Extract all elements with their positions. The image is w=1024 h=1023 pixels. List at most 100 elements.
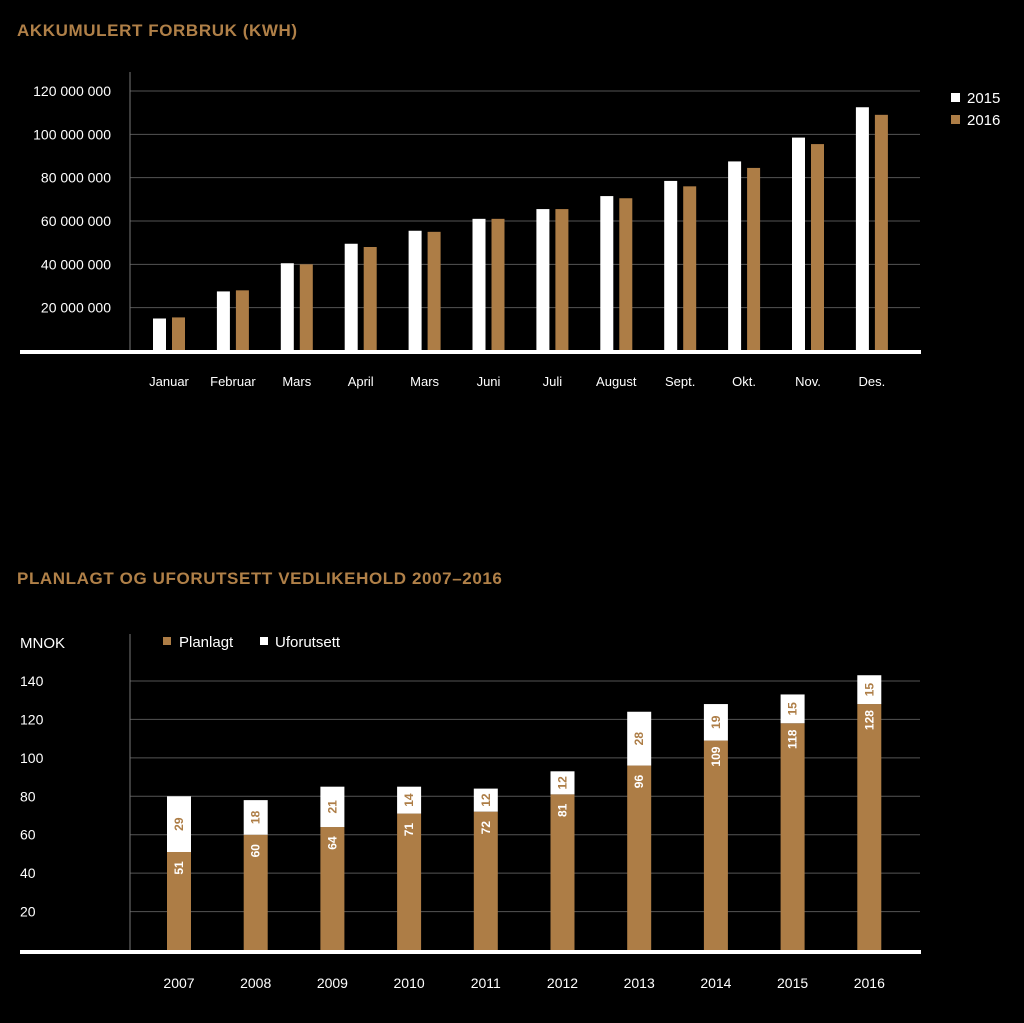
chart1-x-ticks: Januar Februar Mars April Mars Juni Juli August…: [149, 374, 885, 389]
chart2-x-tick-label: 2010: [394, 975, 425, 991]
chart2-bar-planlagt: [627, 765, 652, 950]
chart1-x-tick-label: Mars: [410, 374, 439, 389]
chart2-bar-uforutsett: [243, 800, 268, 835]
chart1-bar-2015: [280, 263, 294, 351]
chart1-x-tick-label: Januar: [149, 374, 189, 389]
chart2-data-label-uforutsett: 18: [249, 810, 263, 824]
chart2-y-tick-label: 80: [20, 788, 36, 804]
chart1-legend: 2015 2016: [951, 90, 1000, 129]
chart1-bar-2016: [491, 218, 505, 351]
chart2-x-ticks: 2007 2008 2009 2010 2011 2012 2013 2014 2015 2016: [163, 975, 885, 991]
chart2-unit-label: MNOK: [20, 635, 65, 652]
chart2-x-tick-label: 2013: [624, 975, 655, 991]
chart2-x-tick-label: 2009: [317, 975, 348, 991]
chart2-bar-planlagt: [320, 827, 345, 950]
chart2-x-tick-label: 2008: [240, 975, 271, 991]
chart2-y-tick-label: 100: [20, 750, 44, 766]
chart2-x-tick-label: 2007: [163, 975, 194, 991]
chart2-bar-planlagt: [550, 794, 575, 950]
chart2-y-ticks: 20 40 60 80 100 120 140: [20, 673, 44, 920]
legend-planlagt-swatch: [163, 637, 171, 645]
chart2-data-label-planlagt: 109: [709, 746, 723, 766]
legend-2015-swatch: [951, 93, 960, 102]
chart2-data-label-uforutsett: 12: [479, 793, 493, 807]
chart2-data-label-uforutsett: 28: [632, 732, 646, 746]
chart1-bar-2015: [855, 107, 869, 351]
chart2-bar-planlagt: [703, 740, 728, 950]
chart1-bar-2015: [536, 209, 550, 351]
chart1-y-tick-label: 60 000 000: [41, 213, 111, 229]
chart2-bar-uforutsett: [550, 771, 575, 795]
chart2-x-tick-label: 2016: [854, 975, 885, 991]
chart2-data-label-uforutsett: 15: [862, 683, 876, 697]
chart1-bar-2016: [427, 231, 441, 351]
chart2-bar-planlagt: [243, 834, 268, 950]
chart1-bar-2016: [747, 167, 761, 351]
chart1-title: AKKUMULERT FORBRUK (KWH): [17, 21, 298, 40]
chart1-bar-2015: [792, 137, 805, 351]
chart2-data-label-planlagt: 118: [786, 729, 800, 749]
chart2-data-label-uforutsett: 15: [786, 702, 800, 716]
chart2-data-label-uforutsett: 14: [402, 793, 416, 807]
chart2-data-label-planlagt: 60: [249, 844, 263, 858]
chart2-bar-planlagt: [397, 813, 422, 950]
chart1-bar-2016: [683, 186, 697, 351]
chart1-bar-2015: [600, 196, 614, 351]
chart2-x-tick-label: 2014: [700, 975, 731, 991]
chart1-bar-2016: [235, 290, 249, 351]
chart2-bar-uforutsett: [473, 788, 498, 812]
chart2-x-tick-label: 2011: [471, 975, 501, 991]
chart1-bar-2016: [172, 317, 185, 351]
chart2-bar-planlagt: [473, 811, 498, 950]
chart2-bar-uforutsett: [780, 694, 805, 724]
chart1-bar-2015: [153, 318, 166, 351]
chart1-bar-2015: [728, 161, 742, 351]
chart2-y-tick-label: 60: [20, 827, 36, 843]
chart1-bar-2015: [216, 291, 230, 351]
chart2-bar-planlagt: [780, 723, 805, 950]
chart2-bars: 51 29 60 18 64 21 71 14 72 12 81 12 96 28 109 19 118 15 12…: [167, 675, 882, 950]
legend-uforutsett-label: Uforutsett: [275, 634, 341, 651]
chart1-x-tick-label: Des.: [859, 374, 886, 389]
chart2-data-label-uforutsett: 29: [172, 817, 186, 831]
chart2-data-label-planlagt: 81: [556, 803, 570, 817]
chart2-legend: Planlagt Uforutsett: [163, 634, 341, 651]
chart2-bar-uforutsett: [167, 796, 191, 853]
chart1-bars: [153, 107, 888, 351]
chart1-bar-2016: [811, 144, 824, 351]
chart1-y-tick-label: 120 000 000: [33, 83, 111, 99]
chart1-y-tick-label: 40 000 000: [41, 256, 111, 272]
legend-planlagt-label: Planlagt: [179, 634, 234, 651]
chart1-bar-2016: [619, 198, 633, 351]
chart2-x-tick-label: 2015: [777, 975, 808, 991]
chart1-x-tick-label: April: [348, 374, 374, 389]
chart2-data-label-uforutsett: 19: [709, 715, 723, 729]
chart2-data-label-planlagt: 96: [632, 775, 646, 789]
chart2-bar-uforutsett: [397, 786, 422, 814]
chart2-bar-uforutsett: [857, 675, 882, 705]
chart2-y-tick-label: 20: [20, 904, 36, 920]
chart2-bar-uforutsett: [320, 786, 345, 828]
chart2-bar-planlagt: [167, 852, 191, 950]
chart1-x-tick-label: Februar: [210, 374, 256, 389]
chart2-bar-planlagt: [857, 704, 882, 950]
chart1-bar-2015: [664, 180, 678, 351]
chart1-x-axis: [20, 350, 921, 354]
chart2-data-label-planlagt: 64: [325, 836, 339, 850]
chart1-bar-2016: [555, 209, 569, 351]
chart1-x-tick-label: August: [596, 374, 637, 389]
chart2-y-tick-label: 120: [20, 711, 44, 727]
chart2-bar-uforutsett: [627, 711, 652, 766]
chart2-data-label-planlagt: 71: [402, 823, 416, 837]
chart2-title: PLANLAGT OG UFORUTSETT VEDLIKEHOLD 2007–…: [17, 569, 502, 588]
chart2-y-tick-label: 40: [20, 865, 36, 881]
chart1-y-ticks: 20 000 000 40 000 000 60 000 000 80 000 000…: [33, 83, 111, 316]
chart1-bar-2016: [363, 247, 377, 351]
chart2-data-label-planlagt: 72: [479, 821, 493, 835]
chart1-y-tick-label: 20 000 000: [41, 300, 111, 316]
chart2-data-label-planlagt: 128: [862, 710, 876, 730]
chart1-gridlines: [130, 90, 920, 309]
chart2-x-axis: [20, 950, 921, 954]
chart1-bar-2016: [874, 114, 888, 351]
legend-2016-label: 2016: [967, 112, 1000, 129]
